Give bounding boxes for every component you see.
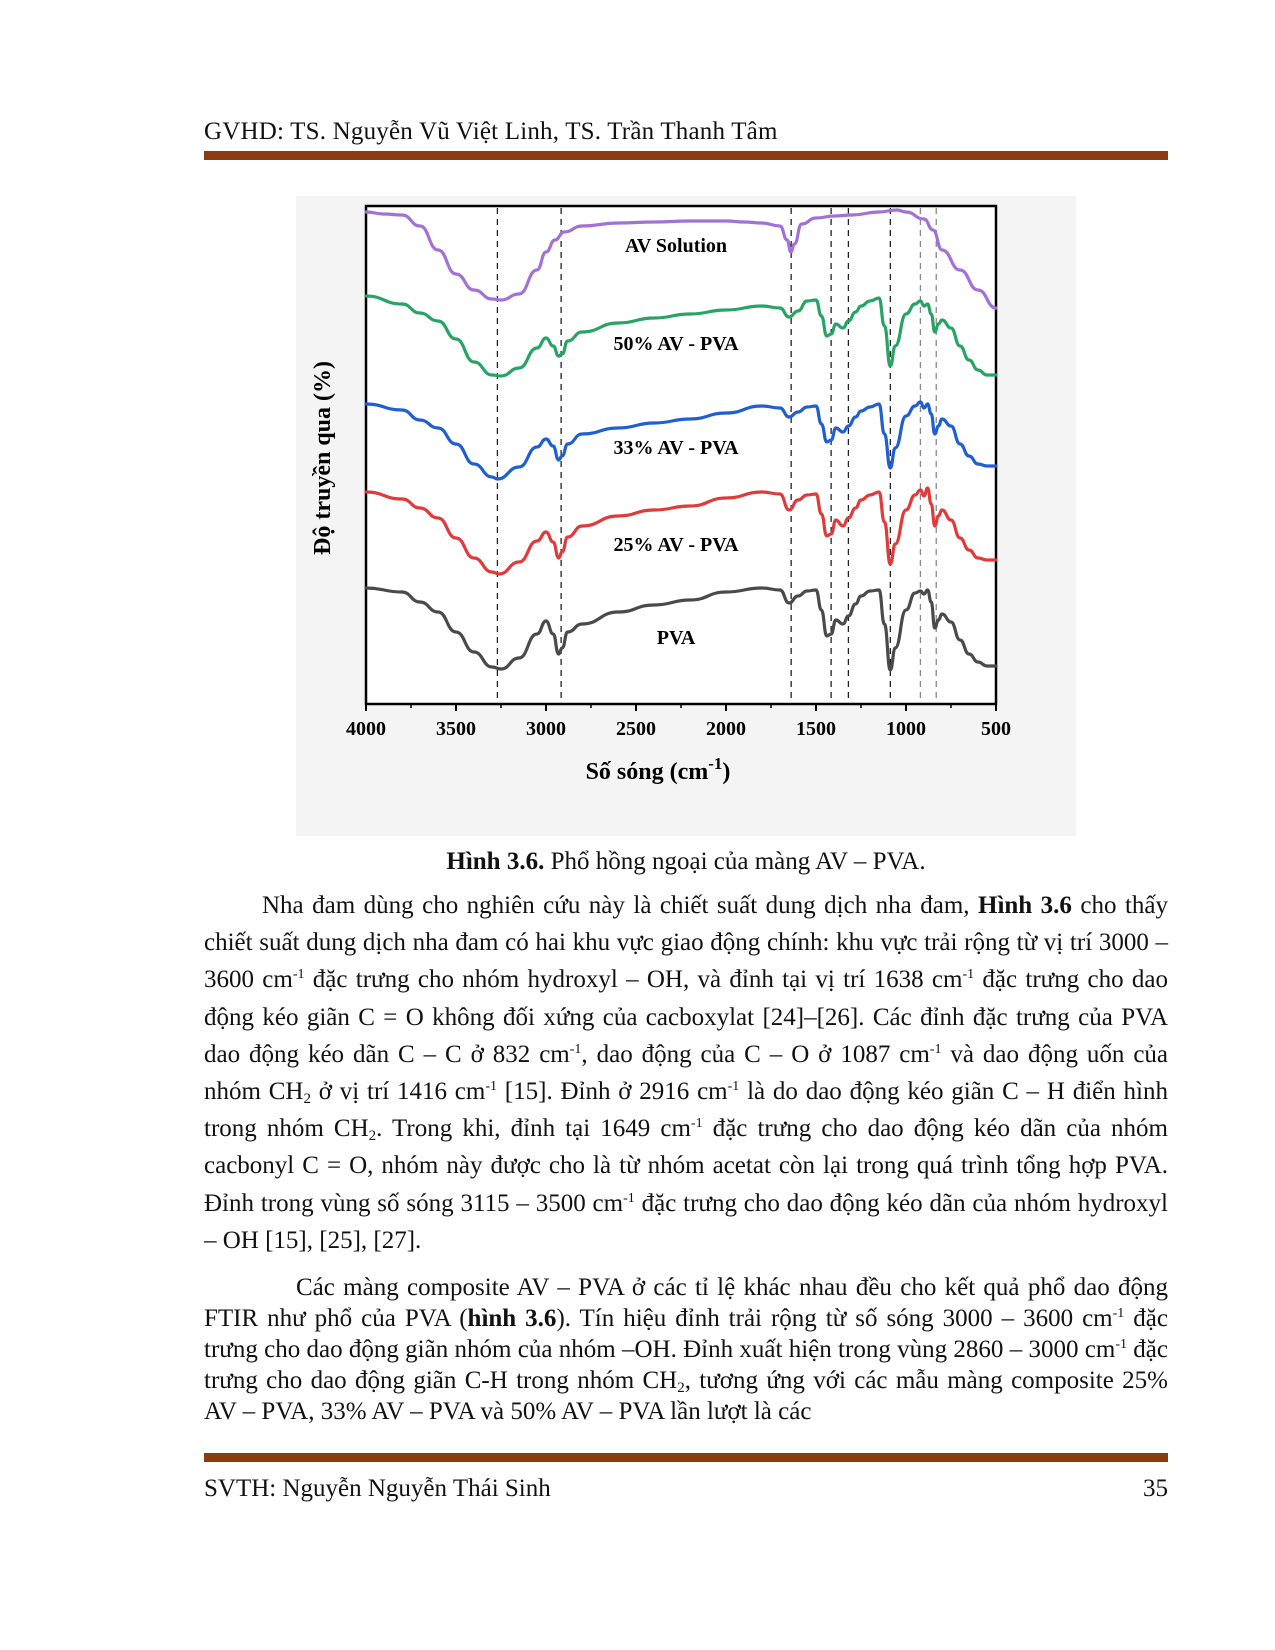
- page-footer: SVTH: Nguyễn Nguyễn Thái Sinh 35: [204, 1475, 1168, 1503]
- series-line: [364, 400, 998, 481]
- text: đặc trưng cho dao động kéo dãn của nhóm …: [204, 1115, 1168, 1217]
- series-label: 33% AV - PVA: [613, 437, 739, 459]
- superscript: -1: [569, 1041, 582, 1057]
- footer-author: SVTH: Nguyễn Nguyễn Thái Sinh: [204, 1475, 551, 1502]
- page-header: GVHD: TS. Nguyễn Vũ Việt Linh, TS. Trần …: [204, 118, 778, 145]
- paragraph-1: Nha đam dùng cho nghiên cứu này là chiết…: [204, 887, 1168, 1259]
- text: ). Tín hiệu đỉnh trải rộng từ số sóng 30…: [556, 1305, 1113, 1333]
- x-tick-label: 3500: [436, 718, 476, 740]
- ftir-figure: AV Solution 50% AV - PVA 33% AV - PVA 25% A…: [296, 196, 1076, 836]
- subscript: 2: [368, 1128, 377, 1145]
- text: , dao động của C – O ở 1087 cm: [581, 1040, 930, 1068]
- superscript: -1: [929, 1041, 942, 1057]
- x-axis: 4000 3500 3000 2500 2000 1500 1000 500: [346, 704, 1011, 740]
- series-lines: [364, 208, 998, 672]
- text: đặc trưng cho dao động giãn C-H trong nh…: [204, 1336, 1168, 1395]
- footer-rule: [204, 1453, 1168, 1462]
- text: . Trong khi, đỉnh tại 1649 cm: [376, 1115, 691, 1143]
- series-line: [364, 294, 998, 378]
- text: là do dao động kéo giãn C – H điển hình …: [204, 1078, 1168, 1143]
- text: Các màng composite AV – PVA ở các tỉ lệ …: [204, 1274, 1168, 1333]
- series-line: [364, 208, 998, 310]
- reference-lines: [496, 208, 937, 702]
- superscript: -1: [690, 1116, 703, 1132]
- x-axis-title-sup: -1: [708, 754, 722, 773]
- superscript: -1: [962, 967, 975, 983]
- figure-ref: Hình 3.6: [978, 892, 1072, 919]
- subscript: 2: [677, 1380, 685, 1397]
- superscript: -1: [485, 1079, 498, 1095]
- text: đặc trưng cho dao động kéo dãn của nhóm …: [204, 1189, 1169, 1254]
- x-axis-title: Số sóng (cm-1): [586, 754, 731, 785]
- ftir-chart: AV Solution 50% AV - PVA 33% AV - PVA 25% A…: [296, 196, 1076, 836]
- x-tick-label: 4000: [346, 718, 386, 740]
- text: [15]. Đỉnh ở 2916 cm: [497, 1078, 728, 1106]
- x-tick-label: 1000: [886, 718, 926, 740]
- x-tick-label: 2500: [616, 718, 656, 740]
- page-number: 35: [1143, 1475, 1168, 1502]
- series-label: PVA: [657, 627, 696, 649]
- series-line: [364, 586, 998, 672]
- text: Nha đam dùng cho nghiên cứu này là chiết…: [262, 892, 978, 919]
- subscript: 2: [303, 1091, 311, 1108]
- series-labels: AV Solution 50% AV - PVA 33% AV - PVA 25% A…: [613, 235, 739, 649]
- superscript: -1: [1115, 1337, 1127, 1353]
- text: đặc trưng cho nhóm hydroxyl – OH, và đỉn…: [304, 966, 963, 994]
- figure-caption: Hình 3.6. Phổ hồng ngoại của màng AV – P…: [204, 848, 1168, 876]
- caption-label: Hình 3.6.: [446, 848, 545, 875]
- x-tick-label: 1500: [796, 718, 836, 740]
- paragraph-2: Các màng composite AV – PVA ở các tỉ lệ …: [204, 1272, 1168, 1427]
- superscript: -1: [623, 1190, 635, 1206]
- text: , tương ứng với các mẫu màng composite 2…: [204, 1367, 1169, 1426]
- series-label: AV Solution: [625, 235, 727, 257]
- x-axis-title-text: Số sóng (cm: [586, 759, 709, 785]
- text: đặc trưng cho dao động kéo giãn C = O kh…: [204, 966, 1168, 1068]
- series-label: 25% AV - PVA: [613, 534, 739, 556]
- series-line: [364, 486, 998, 576]
- text: ở vị trí 1416 cm: [310, 1078, 486, 1106]
- text: đặc trưng cho dao động giãn nhóm của nhó…: [204, 1305, 1168, 1364]
- x-axis-title-close: ): [722, 759, 730, 785]
- x-tick-label: 3000: [526, 718, 566, 740]
- superscript: -1: [292, 967, 305, 983]
- text: cho thấy chiết suất dung dịch nha đam có…: [204, 892, 1169, 994]
- y-axis-title: Độ truyền qua (%): [310, 361, 336, 555]
- caption-text: Phổ hồng ngoại của màng AV – PVA.: [544, 848, 926, 875]
- figure-ref: hình 3.6: [467, 1305, 557, 1333]
- superscript: -1: [1112, 1306, 1125, 1322]
- series-label: 50% AV - PVA: [613, 333, 739, 355]
- x-tick-label: 2000: [706, 718, 746, 740]
- x-tick-label: 500: [981, 718, 1011, 740]
- superscript: -1: [727, 1079, 740, 1095]
- text: và dao động uốn của nhóm CH: [204, 1040, 1169, 1106]
- header-rule: [204, 151, 1168, 160]
